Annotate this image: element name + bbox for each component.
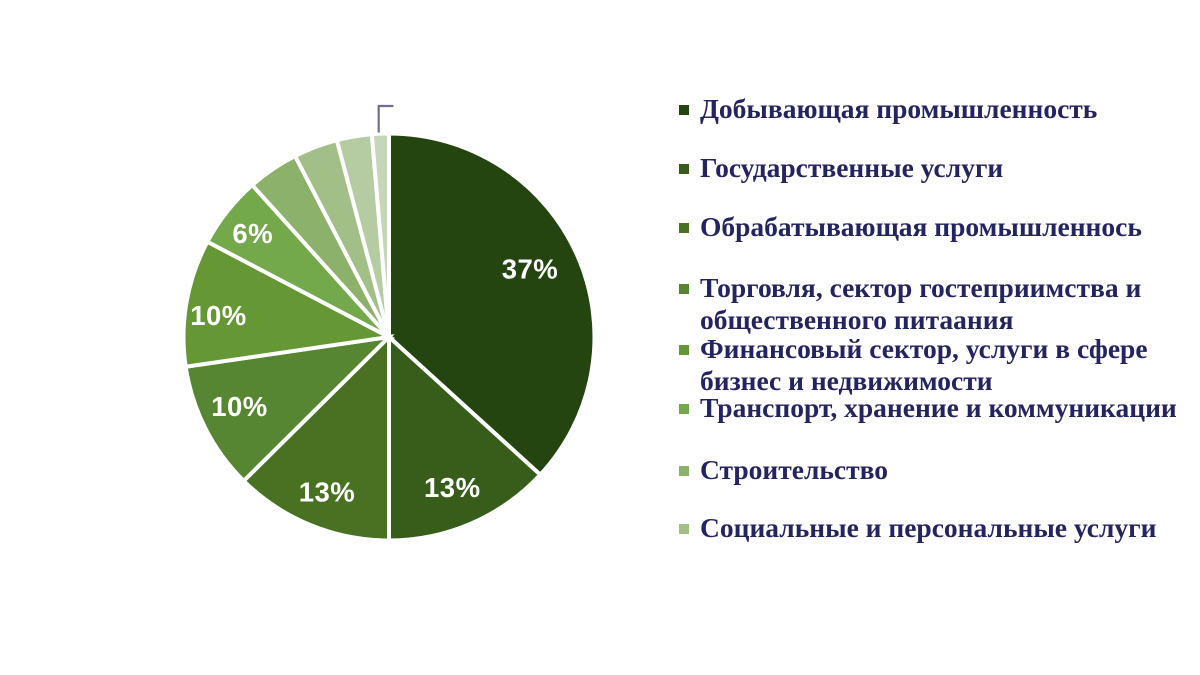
svg-text:13%: 13%	[424, 472, 481, 503]
svg-text:13%: 13%	[299, 477, 356, 508]
svg-text:10%: 10%	[190, 300, 247, 331]
svg-text:6%: 6%	[232, 218, 273, 249]
svg-text:37%: 37%	[502, 254, 559, 285]
svg-text:10%: 10%	[211, 391, 268, 422]
